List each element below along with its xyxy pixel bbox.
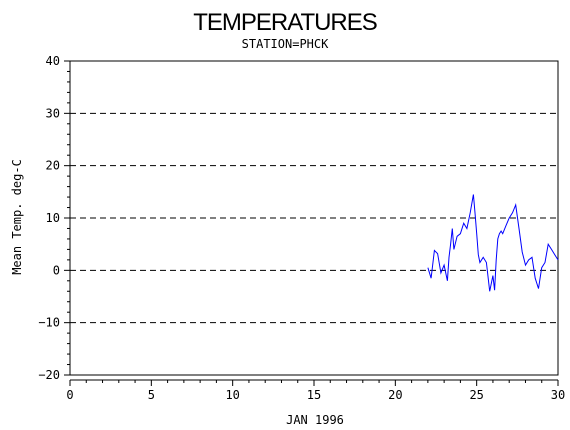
x-tick-label: 5 [148, 388, 155, 402]
x-axis-label: JAN 1996 [286, 413, 344, 427]
y-axis-label: Mean Temp. deg-C [10, 159, 24, 275]
y-tick-label: −20 [38, 368, 60, 382]
y-tick-label: −10 [38, 316, 60, 330]
chart-title: TEMPERATURES [193, 9, 377, 36]
x-tick-label: 20 [388, 388, 402, 402]
x-tick-label: 0 [66, 388, 73, 402]
x-tick-label: 30 [551, 388, 565, 402]
gridlines [70, 60, 558, 376]
y-tick-label: 40 [46, 54, 60, 68]
x-tick-label: 15 [307, 388, 321, 402]
chart-subtitle: STATION=PHCK [242, 37, 329, 51]
x-tick-label: 10 [225, 388, 239, 402]
y-tick-label: 10 [46, 211, 60, 225]
series-line [427, 194, 559, 292]
data-series [427, 194, 559, 292]
y-tick-label: 20 [46, 159, 60, 173]
x-tick-label: 25 [469, 388, 483, 402]
axes: −20 −10 0 10 20 30 40 0 5 10 15 20 25 30 [38, 54, 565, 402]
y-tick-label: 30 [46, 106, 60, 120]
y-tick-label: 0 [53, 263, 60, 277]
